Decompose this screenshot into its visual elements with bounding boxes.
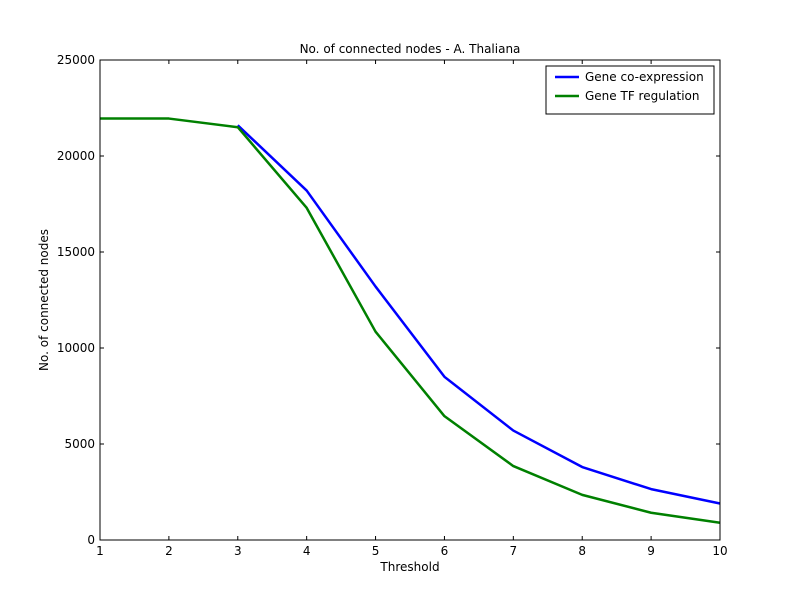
- x-tick-label: 7: [510, 544, 518, 558]
- x-axis-label: Threshold: [379, 560, 439, 574]
- legend-label: Gene co-expression: [585, 70, 704, 84]
- x-tick-label: 1: [96, 544, 104, 558]
- plot-lines: [100, 117, 721, 524]
- y-tick-label: 20000: [57, 149, 95, 163]
- series-line-1: [236, 124, 721, 505]
- x-tick-label: 9: [647, 544, 655, 558]
- y-axis-label: No. of connected nodes: [37, 229, 51, 371]
- y-tick-label: 25000: [57, 53, 95, 67]
- x-tick-label: 6: [441, 544, 449, 558]
- legend-label: Gene TF regulation: [585, 89, 699, 103]
- x-tick-label: 5: [372, 544, 380, 558]
- series-line-2: [100, 117, 721, 524]
- x-tick-label: 8: [578, 544, 586, 558]
- x-tick-label: 10: [712, 544, 727, 558]
- y-axis: 0 5000 10000 15000 20000 25000: [57, 53, 720, 547]
- y-tick-label: 5000: [64, 437, 95, 451]
- legend: Gene co-expression Gene TF regulation: [545, 65, 715, 115]
- x-tick-label: 2: [165, 544, 173, 558]
- chart-title: No. of connected nodes - A. Thaliana: [300, 42, 521, 56]
- x-tick-label: 3: [234, 544, 242, 558]
- y-tick-label: 0: [87, 533, 95, 547]
- y-tick-label: 10000: [57, 341, 95, 355]
- x-axis: 1 2 3 4 5 6 7 8 9 10: [96, 60, 728, 558]
- legend-box: [545, 65, 715, 115]
- plot-frame: [99, 59, 721, 541]
- y-tick-label: 15000: [57, 245, 95, 259]
- x-tick-label: 4: [303, 544, 311, 558]
